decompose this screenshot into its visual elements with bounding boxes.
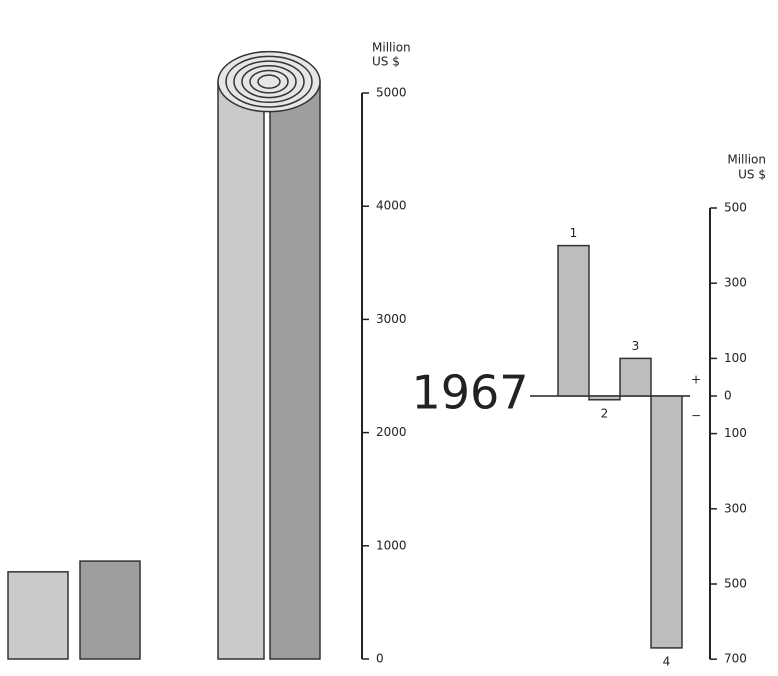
bar (557, 244, 590, 397)
y-axis-label: Million (372, 41, 411, 55)
cylinder-ring (217, 50, 321, 113)
bar (217, 80, 265, 660)
y-axis-label: Million (727, 153, 766, 167)
bar (7, 571, 69, 660)
bar (269, 80, 321, 660)
y-axis-label: US $ (372, 55, 400, 69)
y-tick-label: 5000 (376, 86, 407, 100)
y-tick-label: 500 (724, 201, 747, 215)
bar (650, 395, 683, 649)
bar (79, 560, 141, 660)
cylinder-ring (225, 55, 313, 108)
y-tick-label: 0 (724, 389, 732, 403)
y-tick-label: 1000 (376, 538, 407, 552)
bar-label: 2 (601, 406, 609, 420)
plus-sign: + (691, 373, 701, 387)
bar-label: 1 (570, 226, 578, 240)
cylinder-ring (249, 69, 289, 94)
y-tick-label: 0 (376, 652, 384, 666)
cylinder-ring (233, 60, 305, 104)
y-tick-label: 4000 (376, 199, 407, 213)
cylinder-ring (257, 74, 281, 89)
bar-label: 4 (663, 654, 671, 668)
y-tick-label: 2000 (376, 425, 407, 439)
minus-sign: − (691, 409, 701, 423)
cylinder-ring (241, 65, 297, 99)
bar-label: 3 (632, 339, 640, 353)
y-tick-label: 100 (724, 351, 747, 365)
y-axis-label: US $ (738, 168, 766, 182)
bar (619, 357, 652, 397)
y-tick-label: 3000 (376, 312, 407, 326)
y-tick-label: 300 (724, 501, 747, 515)
y-tick-label: 300 (724, 276, 747, 290)
bar (588, 395, 621, 401)
y-tick-label: 100 (724, 426, 747, 440)
y-tick-label: 500 (724, 577, 747, 591)
year-title: 1967 (411, 366, 528, 420)
y-tick-label: 700 (724, 652, 747, 666)
